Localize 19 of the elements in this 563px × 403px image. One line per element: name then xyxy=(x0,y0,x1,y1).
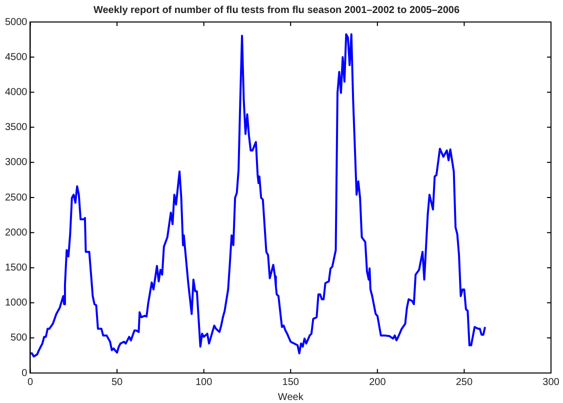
x-tick-label: 150 xyxy=(282,376,300,388)
y-tick-label: 2000 xyxy=(4,227,28,238)
y-tick-label: 5000 xyxy=(4,16,28,28)
y-tick-label: 2500 xyxy=(4,192,28,204)
y-tick-label: 0 xyxy=(22,368,28,379)
x-tick-label: 200 xyxy=(369,376,386,388)
y-tick-label: 1000 xyxy=(4,298,28,309)
x-tick-label: 100 xyxy=(195,376,213,388)
y-tick-label: 3000 xyxy=(4,157,28,168)
chart-title: Weekly report of number of flu tests from flu season 2001–2002 to 2005–2006 xyxy=(93,4,460,16)
x-axis-title: Week xyxy=(278,392,304,403)
x-tick-label: 300 xyxy=(542,376,560,388)
x-tick-label: 250 xyxy=(456,376,473,388)
y-tick-label: 4000 xyxy=(4,86,28,98)
y-tick-label: 3500 xyxy=(4,122,28,134)
y-tick-label: 4500 xyxy=(4,52,28,63)
y-tick-label: 500 xyxy=(10,332,28,344)
y-tick-label: 1500 xyxy=(4,262,28,274)
x-tick-label: 50 xyxy=(111,376,124,388)
